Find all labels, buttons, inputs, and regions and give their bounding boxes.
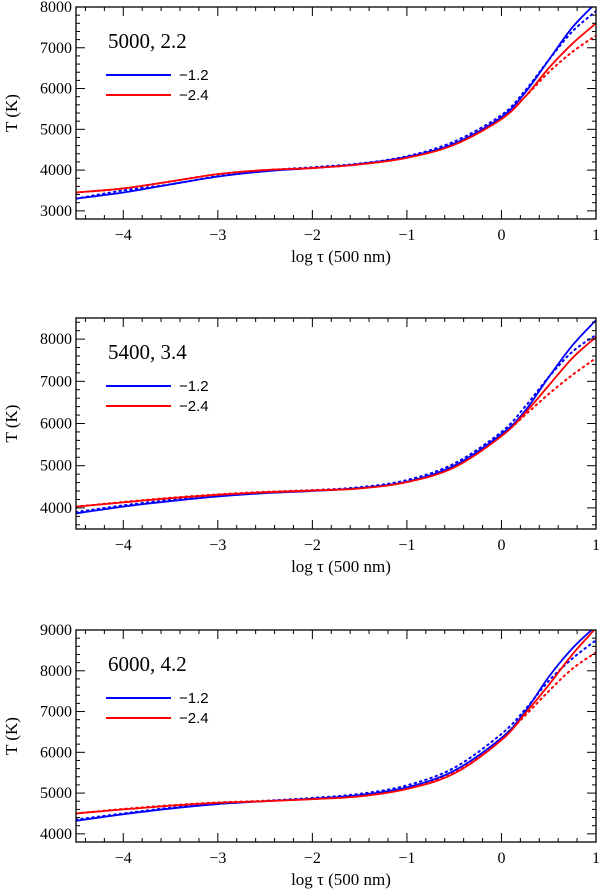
x-tick-label: 0 bbox=[497, 850, 505, 867]
legend-label: −1.2 bbox=[179, 67, 209, 84]
series-line-2-solid bbox=[76, 336, 596, 508]
y-axis-label: T (K) bbox=[2, 94, 21, 132]
series-line-2-solid bbox=[76, 22, 596, 194]
x-tick-label: −3 bbox=[209, 537, 226, 554]
y-tick-label: 7000 bbox=[40, 373, 72, 390]
x-tick-label: −3 bbox=[209, 227, 226, 244]
x-tick-label: 1 bbox=[592, 227, 600, 244]
y-tick-label: 9000 bbox=[40, 622, 72, 639]
series-line-4-dotted bbox=[76, 357, 596, 508]
series-line-4-dotted bbox=[76, 34, 596, 194]
x-tick-label: −2 bbox=[304, 850, 321, 867]
y-tick-label: 5000 bbox=[40, 785, 72, 802]
y-axis-label: T (K) bbox=[2, 405, 21, 443]
y-tick-label: 8000 bbox=[40, 663, 72, 680]
y-tick-label: 7000 bbox=[40, 40, 72, 57]
y-tick-label: 7000 bbox=[40, 704, 72, 721]
legend-label: −2.4 bbox=[179, 87, 209, 104]
y-tick-label: 8000 bbox=[40, 0, 72, 16]
x-tick-label: 0 bbox=[497, 537, 505, 554]
legend-label: −1.2 bbox=[179, 378, 209, 395]
series-group bbox=[76, 630, 596, 822]
y-tick-label: 4000 bbox=[40, 162, 72, 179]
x-tick-label: −1 bbox=[398, 850, 415, 867]
series-line-3-dotted bbox=[76, 333, 596, 514]
series-line-4-dotted bbox=[76, 651, 596, 815]
x-tick-label: 0 bbox=[497, 227, 505, 244]
series-line-1-solid bbox=[76, 630, 593, 822]
panel-1: −4 −3 −2 −1 0 1 3000 4000 5000 6000 7000 8000 log τ … bbox=[2, 0, 600, 266]
x-axis-label: log τ (500 nm) bbox=[291, 247, 391, 266]
series-line-2-solid bbox=[76, 630, 596, 815]
y-tick-label: 4000 bbox=[40, 826, 72, 843]
panel-3: −4 −3 −2 −1 0 1 4000 5000 6000 7000 8000 9000 log τ … bbox=[2, 622, 600, 889]
y-tick-label: 8000 bbox=[40, 331, 72, 348]
legend-label: −1.2 bbox=[179, 690, 209, 707]
x-tick-label: −2 bbox=[304, 537, 321, 554]
x-tick-label: −1 bbox=[398, 227, 415, 244]
y-tick-label: 6000 bbox=[40, 416, 72, 433]
panel-title: 6000, 4.2 bbox=[108, 652, 187, 676]
y-tick-label: 3000 bbox=[40, 203, 72, 220]
y-tick-label: 6000 bbox=[40, 744, 72, 761]
y-axis-label: T (K) bbox=[2, 717, 21, 755]
panel-title: 5400, 3.4 bbox=[108, 340, 187, 364]
x-tick-label: −1 bbox=[398, 537, 415, 554]
series-group bbox=[76, 7, 596, 200]
y-tick-label: 5000 bbox=[40, 458, 72, 475]
x-axis-label: log τ (500 nm) bbox=[291, 870, 391, 889]
panel-2: −4 −3 −2 −1 0 1 4000 5000 6000 7000 8000 log τ (500… bbox=[2, 317, 600, 576]
x-tick-label: 1 bbox=[592, 537, 600, 554]
x-axis-label: log τ (500 nm) bbox=[291, 557, 391, 576]
x-tick-label: −4 bbox=[115, 227, 132, 244]
series-group bbox=[76, 319, 596, 515]
y-tick-label: 4000 bbox=[40, 500, 72, 517]
x-tick-label: −4 bbox=[115, 850, 132, 867]
legend-label: −2.4 bbox=[179, 710, 209, 727]
x-tick-label: −4 bbox=[115, 537, 132, 554]
x-tick-label: −3 bbox=[209, 850, 226, 867]
y-tick-label: 6000 bbox=[40, 81, 72, 98]
x-tick-label: −2 bbox=[304, 227, 321, 244]
panel-title: 5000, 2.2 bbox=[108, 29, 187, 53]
y-tick-label: 5000 bbox=[40, 121, 72, 138]
x-tick-label: 1 bbox=[592, 850, 600, 867]
legend-label: −2.4 bbox=[179, 398, 209, 415]
